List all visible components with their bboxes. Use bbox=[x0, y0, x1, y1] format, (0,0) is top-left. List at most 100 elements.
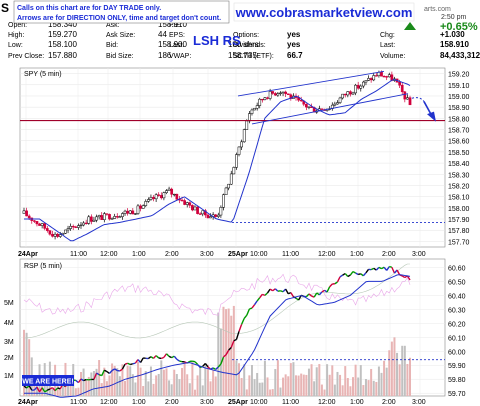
volume-bar bbox=[67, 381, 70, 396]
volume-bar bbox=[178, 379, 181, 396]
volume-bar bbox=[149, 366, 152, 396]
volume-bar bbox=[25, 332, 28, 396]
price-candle bbox=[167, 188, 171, 191]
volume-bar bbox=[162, 369, 165, 396]
rsp-price-segment bbox=[375, 266, 380, 271]
up-arrow-icon bbox=[404, 22, 416, 30]
price-candle bbox=[40, 223, 44, 226]
volume-bar bbox=[225, 309, 228, 396]
price-candle bbox=[380, 72, 383, 77]
field-label: Last: bbox=[380, 42, 395, 49]
price-candle bbox=[235, 154, 238, 168]
price-candle bbox=[400, 84, 404, 93]
volume-bar bbox=[323, 389, 326, 396]
field-value: 158.340 bbox=[48, 20, 77, 29]
rsp-price-segment bbox=[153, 355, 157, 359]
rsp-price-segment bbox=[391, 266, 396, 274]
rsp-price-segment bbox=[98, 374, 102, 377]
volume-bar bbox=[87, 376, 90, 396]
rsp-price-segment bbox=[280, 290, 284, 293]
rsp-price-segment bbox=[223, 354, 227, 358]
price-candle bbox=[408, 97, 412, 106]
field-label: P/E: bbox=[169, 22, 182, 29]
volume-bar bbox=[370, 368, 373, 396]
field-label: Last: bbox=[169, 42, 184, 49]
price-candle bbox=[398, 81, 401, 86]
price-y-tick: 158.80 bbox=[448, 116, 470, 123]
volume-bar bbox=[69, 376, 72, 396]
price-candle bbox=[346, 91, 350, 96]
volume-bar bbox=[235, 360, 238, 396]
price-candle bbox=[79, 224, 83, 227]
rsp-x-tick: 11:00 bbox=[70, 399, 87, 406]
volume-bar bbox=[310, 364, 313, 396]
field-label: Prev Close: bbox=[8, 53, 44, 60]
price-candle bbox=[191, 205, 194, 211]
price-candle bbox=[356, 84, 360, 89]
rsp-price-segment bbox=[106, 371, 110, 375]
volume-bar bbox=[302, 374, 305, 396]
volume-bar bbox=[126, 365, 129, 396]
volume-bar bbox=[245, 389, 248, 396]
direction-arrow-dashed bbox=[411, 97, 425, 102]
rsp-price-segment bbox=[406, 275, 411, 281]
rsp-price-segment bbox=[401, 275, 406, 279]
time-label: 2:50 pm bbox=[441, 14, 466, 21]
price-candle bbox=[128, 210, 132, 214]
trend-line-upper bbox=[237, 70, 385, 97]
field-label: EPS: bbox=[169, 32, 185, 39]
rsp-price-segment bbox=[212, 367, 217, 371]
price-candle bbox=[92, 219, 96, 222]
volume-bar bbox=[144, 371, 147, 396]
rsp-x-tick: 24Apr bbox=[18, 399, 38, 406]
price-candle bbox=[240, 141, 243, 148]
volume-bar bbox=[82, 368, 85, 396]
price-candle bbox=[289, 94, 293, 99]
price-candle bbox=[113, 216, 117, 219]
price-candle bbox=[268, 91, 272, 99]
rsp-price-segment bbox=[230, 340, 235, 348]
price-candle bbox=[260, 98, 264, 101]
volume-bar bbox=[403, 345, 406, 396]
rsp-price-segment bbox=[329, 283, 333, 288]
rsp-x-tick: 1:00 bbox=[132, 399, 146, 406]
price-moving-average bbox=[24, 79, 411, 242]
price-candle bbox=[227, 183, 231, 189]
volume-bar bbox=[209, 381, 212, 396]
rsp-price-segment bbox=[77, 378, 82, 384]
volume-bar bbox=[292, 362, 295, 396]
rsp-price-segment bbox=[103, 369, 108, 373]
rsp-x-tick: 2:00 bbox=[382, 399, 396, 406]
price-x-tick: 3:00 bbox=[200, 251, 214, 258]
price-candle bbox=[206, 214, 210, 219]
volume-bar bbox=[79, 371, 82, 396]
rsp-price-segment bbox=[179, 360, 183, 363]
volume-bar bbox=[188, 383, 191, 396]
rsp-panel-label: RSP (5 min) bbox=[24, 263, 62, 270]
price-candle bbox=[157, 194, 161, 196]
rsp-price-segment bbox=[49, 387, 53, 390]
volume-bar bbox=[222, 306, 225, 396]
rsp-price-segment bbox=[54, 387, 59, 392]
rsp-price-segment bbox=[111, 368, 116, 372]
price-candle bbox=[90, 216, 93, 222]
price-candle bbox=[123, 210, 127, 214]
volume-bar bbox=[23, 329, 25, 396]
volume-bar bbox=[201, 385, 204, 396]
rsp-price-segment bbox=[262, 293, 266, 297]
volume-bar bbox=[380, 372, 383, 396]
volume-bar bbox=[118, 376, 121, 396]
rsp-price-segment bbox=[305, 293, 310, 298]
field-value: 100 shrs bbox=[228, 40, 259, 49]
price-candle bbox=[336, 102, 339, 105]
note-line2: Arrows are for DIRECTION ONLY, time and … bbox=[17, 15, 221, 22]
volume-bar bbox=[364, 379, 367, 396]
rsp-price-segment bbox=[389, 265, 393, 268]
volume-bar bbox=[318, 364, 321, 396]
price-candle bbox=[320, 108, 324, 110]
field-value: 158.910 bbox=[158, 20, 187, 29]
volume-bar bbox=[367, 380, 370, 396]
price-candle bbox=[276, 93, 280, 96]
volume-bar bbox=[98, 360, 101, 396]
price-candle bbox=[374, 75, 378, 77]
